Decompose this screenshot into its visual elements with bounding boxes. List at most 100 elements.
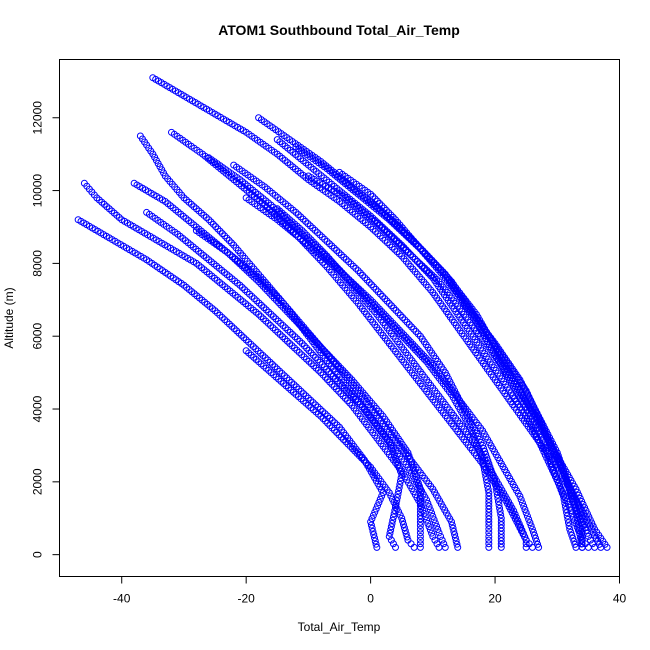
data-point xyxy=(409,344,417,352)
data-point xyxy=(305,347,313,355)
data-point xyxy=(514,517,522,525)
data-point xyxy=(294,211,302,219)
data-point xyxy=(413,476,421,484)
data-point xyxy=(416,508,424,516)
data-point xyxy=(388,243,396,251)
data-point xyxy=(565,482,573,490)
data-point xyxy=(433,540,441,548)
data-point xyxy=(407,236,415,244)
data-point xyxy=(362,459,370,467)
data-point xyxy=(575,512,583,520)
data-point xyxy=(334,377,342,385)
data-point xyxy=(376,309,384,317)
data-point xyxy=(253,297,261,305)
data-point xyxy=(296,337,304,345)
data-point xyxy=(233,327,241,335)
data-point xyxy=(329,259,337,267)
data-point xyxy=(430,516,438,524)
data-point xyxy=(346,399,354,407)
data-point xyxy=(378,224,386,232)
data-point xyxy=(485,502,493,510)
data-point xyxy=(396,224,404,232)
data-point xyxy=(554,452,562,460)
data-point xyxy=(396,480,404,488)
data-point xyxy=(485,543,493,551)
data-point xyxy=(388,520,396,528)
data-point xyxy=(225,320,233,328)
data-point xyxy=(392,237,400,245)
data-point xyxy=(412,346,419,354)
data-point xyxy=(392,325,399,333)
data-point xyxy=(389,516,397,524)
data-point xyxy=(474,443,482,451)
data-point xyxy=(340,384,348,392)
y-tick-label: 8000 xyxy=(31,250,45,277)
x-tick-label: 20 xyxy=(488,592,502,606)
data-point xyxy=(404,336,412,344)
data-point xyxy=(535,427,543,435)
data-point xyxy=(300,342,308,350)
data-point xyxy=(398,226,406,234)
data-point xyxy=(235,329,243,337)
data-point xyxy=(281,215,289,223)
data-point xyxy=(412,240,420,248)
data-point xyxy=(451,534,459,542)
data-point xyxy=(558,464,566,472)
data-point xyxy=(543,450,551,458)
data-point xyxy=(369,511,377,519)
data-point xyxy=(393,493,401,501)
data-point xyxy=(390,304,398,312)
data-point xyxy=(418,350,426,358)
data-point xyxy=(293,226,301,234)
data-point xyxy=(405,339,413,347)
data-point xyxy=(286,219,294,227)
data-point xyxy=(453,540,461,548)
y-axis: 0 2000 4000 6000 8000 10000 12000 xyxy=(31,101,60,558)
data-point xyxy=(370,283,378,291)
data-point xyxy=(205,216,213,224)
data-point xyxy=(519,530,527,538)
data-point xyxy=(330,244,338,252)
data-point xyxy=(536,430,544,438)
data-point xyxy=(522,543,530,551)
data-point xyxy=(320,363,328,371)
data-point xyxy=(380,310,388,318)
data-point xyxy=(317,412,325,420)
data-point xyxy=(293,335,301,343)
data-point xyxy=(398,471,406,479)
data-point xyxy=(259,279,267,287)
data-point xyxy=(392,543,399,551)
data-point xyxy=(328,242,336,250)
data-point xyxy=(327,370,335,378)
data-point xyxy=(347,278,355,286)
data-point xyxy=(360,456,368,464)
data-point xyxy=(264,356,272,364)
data-point xyxy=(414,257,422,265)
data-point xyxy=(257,349,265,357)
data-point xyxy=(354,398,362,406)
data-point xyxy=(521,533,529,541)
data-point xyxy=(308,239,316,247)
data-point xyxy=(485,518,493,526)
data-point xyxy=(479,456,487,464)
data-point xyxy=(250,295,258,303)
data-point xyxy=(385,318,393,326)
data-point xyxy=(295,385,303,393)
data-point xyxy=(422,354,430,362)
data-point xyxy=(391,322,399,330)
data-point xyxy=(589,540,597,548)
data-point xyxy=(378,311,386,319)
data-point xyxy=(352,264,360,272)
data-point xyxy=(427,272,435,280)
data-point xyxy=(522,540,530,548)
data-point xyxy=(561,499,569,507)
data-point xyxy=(328,380,336,388)
data-point xyxy=(560,496,568,504)
data-point xyxy=(529,528,537,536)
data-point xyxy=(367,518,375,526)
data-point xyxy=(371,227,379,235)
data-point xyxy=(398,332,406,340)
data-point xyxy=(372,285,380,293)
data-point xyxy=(397,242,405,250)
data-point xyxy=(405,233,413,241)
